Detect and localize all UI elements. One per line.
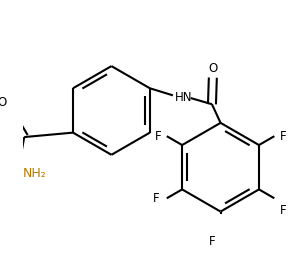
- Text: F: F: [153, 192, 160, 205]
- Text: HN: HN: [175, 91, 192, 104]
- Text: F: F: [155, 130, 161, 143]
- Text: O: O: [0, 96, 7, 109]
- Text: NH₂: NH₂: [22, 167, 46, 180]
- Text: O: O: [208, 62, 218, 75]
- Text: F: F: [280, 130, 286, 143]
- Text: F: F: [208, 235, 215, 248]
- Text: F: F: [280, 204, 287, 217]
